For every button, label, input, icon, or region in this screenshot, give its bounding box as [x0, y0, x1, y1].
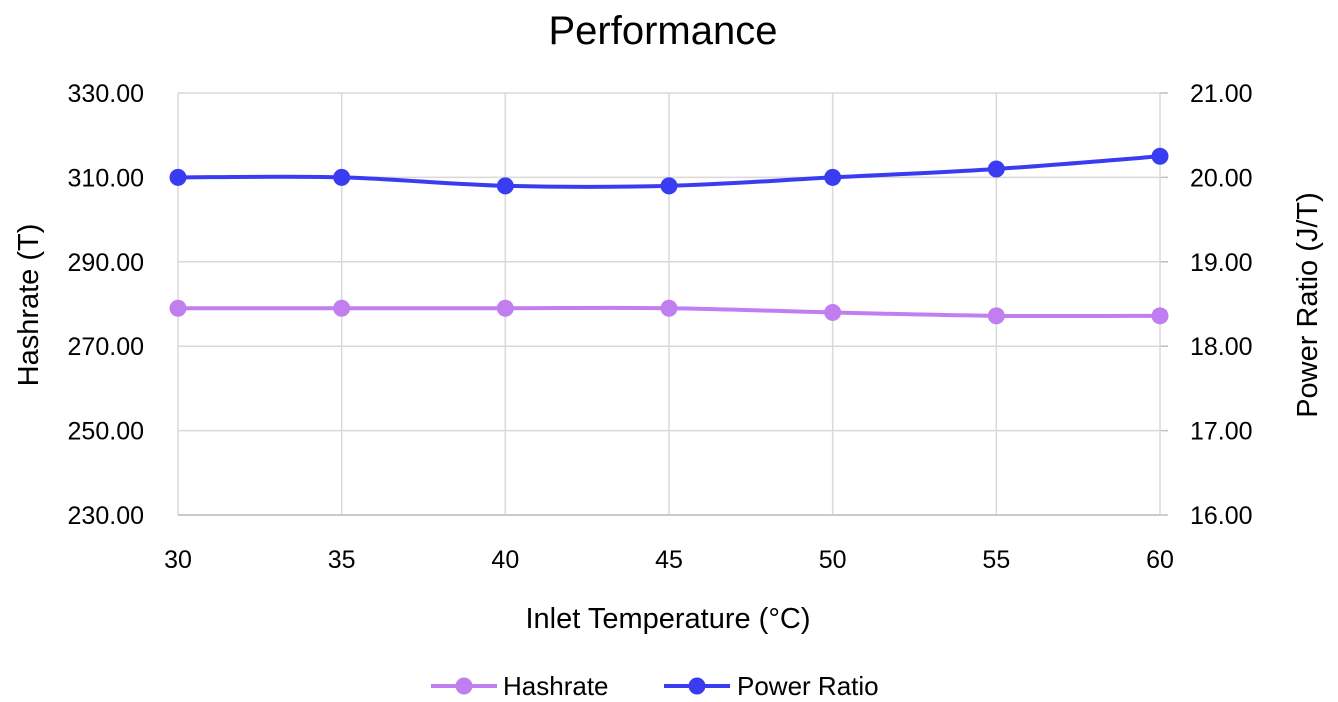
power-ratio-point: [496, 177, 514, 195]
legend-hashrate-marker: [455, 677, 473, 695]
power-ratio-point: [1151, 147, 1169, 165]
tick-labels: 230.00 250.00 270.00 290.00 310.00 330.00 16.0…: [68, 80, 1253, 574]
legend-power-ratio-marker: [688, 677, 706, 695]
x-tick-label: 35: [328, 546, 356, 574]
series-lines: [169, 147, 1169, 325]
legend-power-ratio-label: Power Ratio: [737, 671, 879, 701]
x-tick-label: 30: [164, 546, 192, 574]
y2-axis-title: Power Ratio (J/T): [1292, 192, 1324, 418]
power-ratio-point: [660, 177, 678, 195]
power-ratio-point: [333, 168, 351, 186]
hashrate-point: [824, 303, 842, 321]
y2-tick-label: 20.00: [1190, 164, 1253, 192]
hashrate-point: [333, 299, 351, 317]
power-ratio-point: [169, 168, 187, 186]
y2-tick-label: 17.00: [1190, 418, 1253, 446]
power-ratio-point: [987, 160, 1005, 178]
y2-tick-label: 16.00: [1190, 502, 1253, 530]
hashrate-point: [496, 299, 514, 317]
x-axis-title: Inlet Temperature (°C): [525, 603, 810, 635]
y-tick-label: 250.00: [68, 418, 144, 446]
y-axis-title: Hashrate (T): [13, 224, 45, 387]
x-tick-label: 60: [1146, 546, 1174, 574]
hashrate-point: [169, 299, 187, 317]
power-ratio-point: [824, 168, 842, 186]
y2-tick-label: 19.00: [1190, 249, 1253, 277]
y2-tick-label: 21.00: [1190, 80, 1253, 108]
hashrate-point: [1151, 307, 1169, 325]
y2-tick-label: 18.00: [1190, 333, 1253, 361]
hashrate-point: [987, 307, 1005, 325]
x-tick-label: 45: [655, 546, 683, 574]
y-tick-label: 310.00: [68, 164, 144, 192]
y-tick-label: 330.00: [68, 80, 144, 108]
x-tick-label: 55: [982, 546, 1010, 574]
hashrate-point: [660, 299, 678, 317]
legend-hashrate-label: Hashrate: [503, 671, 609, 701]
legend: Hashrate Power Ratio: [431, 671, 879, 701]
y-tick-label: 270.00: [68, 333, 144, 361]
y-tick-label: 230.00: [68, 502, 144, 530]
chart-title: Performance: [549, 9, 778, 53]
y-tick-label: 290.00: [68, 249, 144, 277]
x-tick-label: 40: [491, 546, 519, 574]
x-tick-label: 50: [819, 546, 847, 574]
